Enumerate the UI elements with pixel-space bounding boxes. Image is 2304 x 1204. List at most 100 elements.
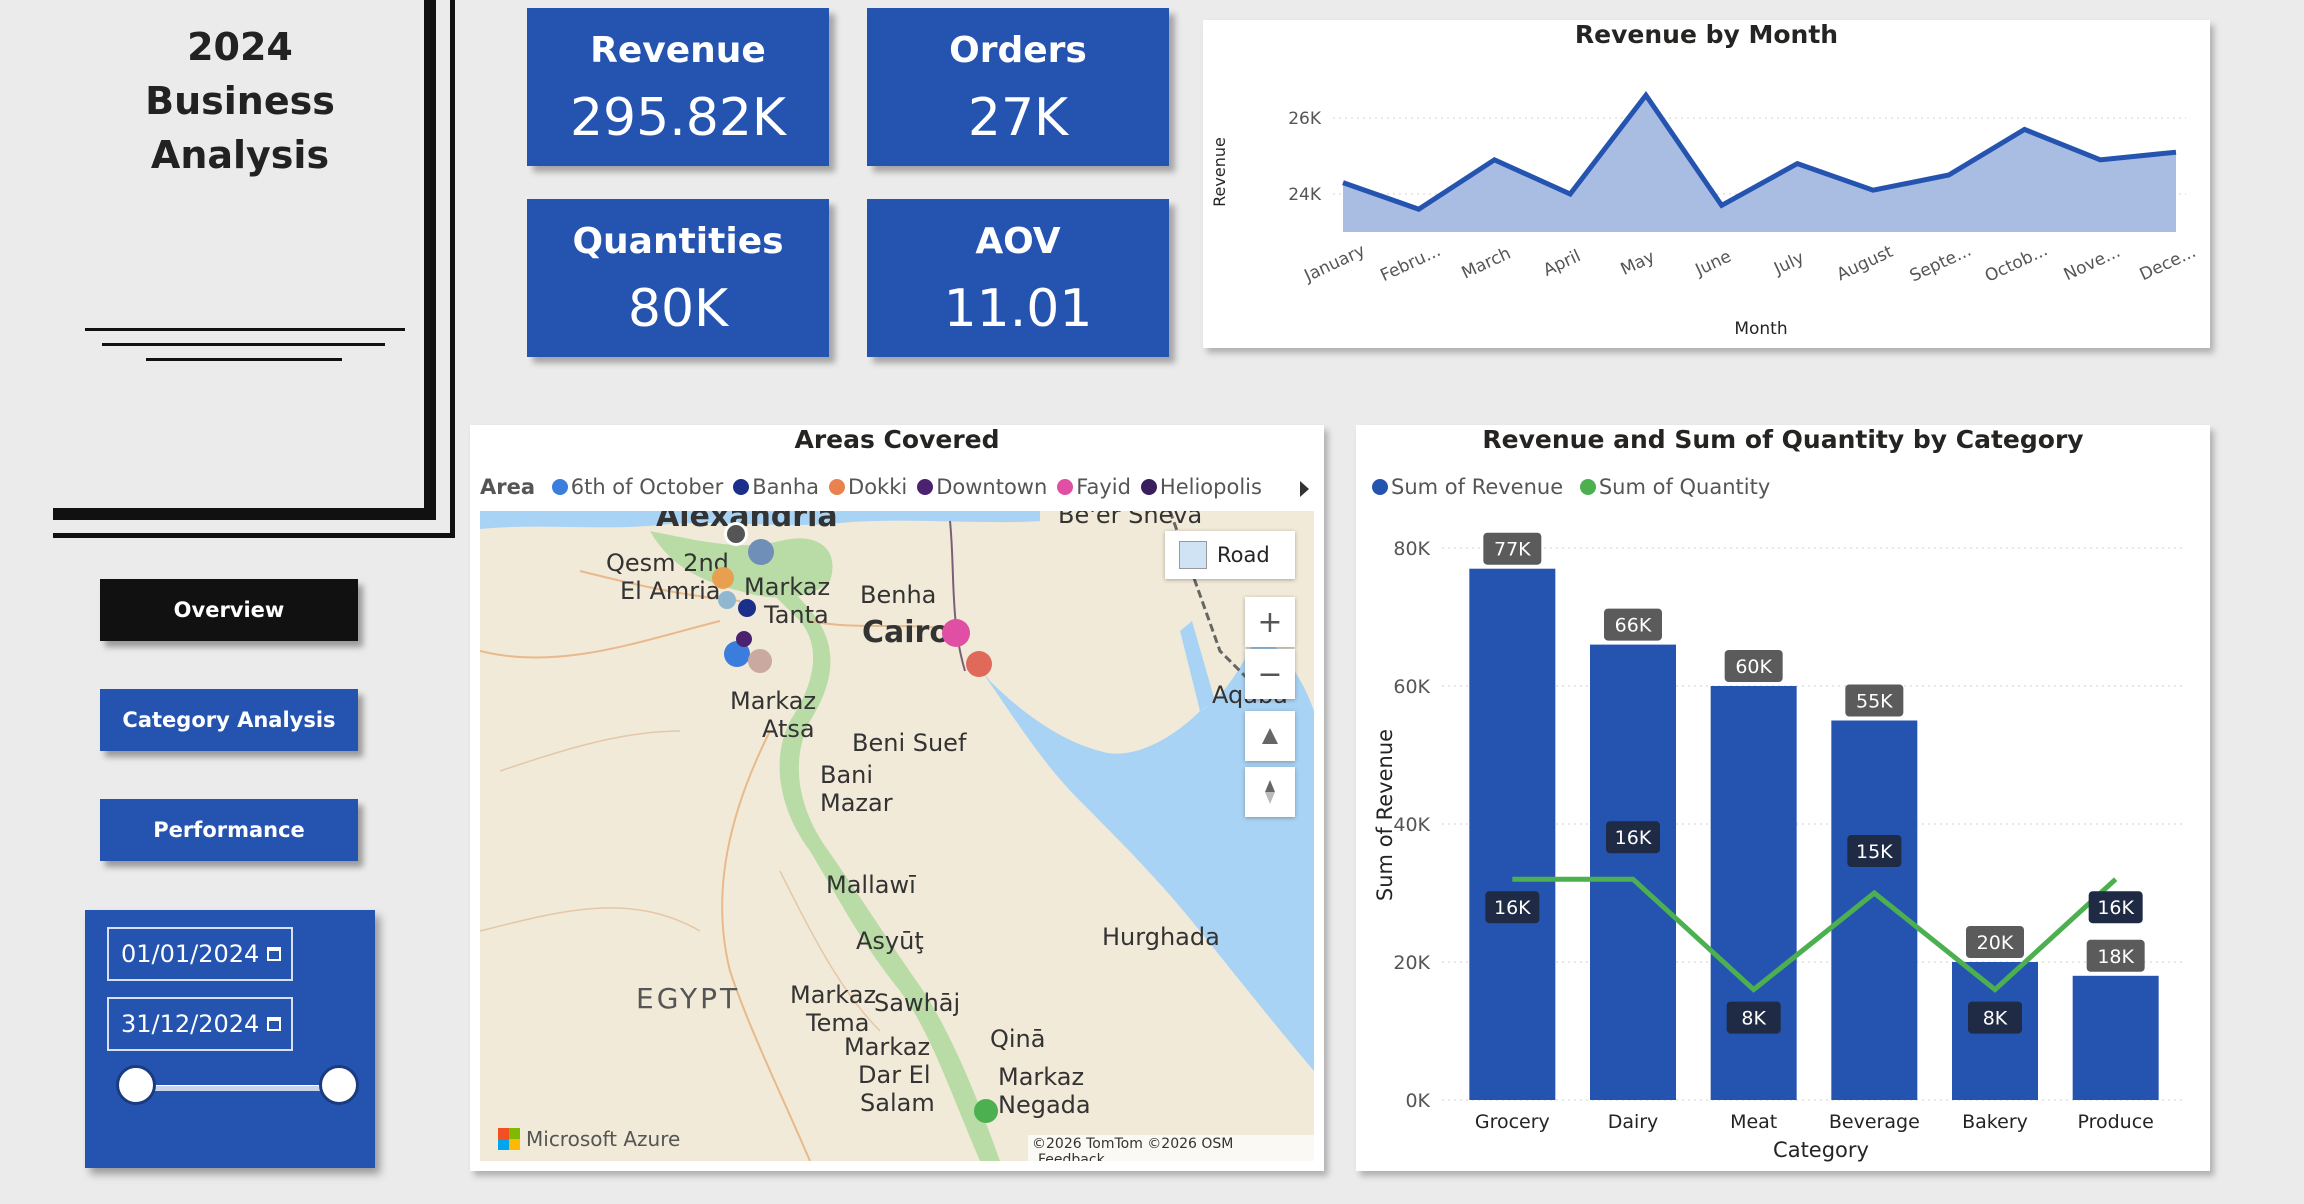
legend-marker xyxy=(733,479,750,495)
kpi-value: 80K xyxy=(627,279,729,339)
revenue-by-month-card[interactable]: Revenue by Month 24K 26K January Febru... M… xyxy=(1203,20,2210,348)
revenue-bar[interactable] xyxy=(1710,686,1797,1100)
legend-item: Sum of Quantity xyxy=(1598,475,1771,499)
revenue-bar[interactable] xyxy=(1831,720,1918,1101)
legend-item[interactable]: Banha xyxy=(733,475,819,499)
feedback-link[interactable]: Feedback xyxy=(1038,1152,1105,1161)
quantity-label-bg xyxy=(1968,1001,2022,1034)
map-place-label: Hurghada xyxy=(1102,923,1220,951)
map-zoom-out-button[interactable]: − xyxy=(1245,649,1295,699)
quantity-label-bg xyxy=(1606,821,1660,854)
end-date-field[interactable]: 31/12/2024 xyxy=(107,997,293,1051)
map-place-label: Qesm 2nd xyxy=(606,549,729,577)
start-date-field[interactable]: 01/01/2024 xyxy=(107,927,293,981)
title-divider xyxy=(102,343,385,346)
legend-next-arrow-icon[interactable] xyxy=(1300,481,1309,497)
map-place-label: Be'er Sheva xyxy=(1058,511,1203,529)
kpi-value: 11.01 xyxy=(943,279,1093,339)
road-lines xyxy=(480,570,961,1161)
map-place-label: Tema xyxy=(806,1009,870,1037)
map-compass-button[interactable] xyxy=(1245,767,1295,817)
x-tick-label: Octob... xyxy=(1982,240,2051,286)
map-bubble[interactable] xyxy=(712,567,734,589)
map-bubble[interactable] xyxy=(748,649,772,673)
map-bubble[interactable] xyxy=(724,522,748,546)
x-tick-label: May xyxy=(1618,247,1658,280)
nav-category-analysis-button[interactable]: Category Analysis xyxy=(100,689,358,751)
calendar-icon[interactable] xyxy=(267,1017,281,1031)
map-place-label: Bani xyxy=(820,761,874,789)
x-tick-label: April xyxy=(1540,246,1584,281)
azure-branding: Microsoft Azure xyxy=(498,1127,680,1151)
x-tick-label: Grocery xyxy=(1475,1111,1550,1133)
map-place-label: Tanta xyxy=(764,601,829,629)
x-tick-label: June xyxy=(1692,247,1735,281)
legend-marker xyxy=(917,479,934,495)
map-bubble[interactable] xyxy=(738,599,756,617)
map-bubble[interactable] xyxy=(748,539,774,565)
map-country-label: EGYPT xyxy=(636,982,741,1015)
map-pitch-button[interactable] xyxy=(1245,711,1295,761)
y-tick-label: 20K xyxy=(1393,952,1430,974)
map-style-road-button[interactable]: Road xyxy=(1165,531,1295,579)
revenue-line xyxy=(1342,90,2177,212)
map-place-label: Benha xyxy=(860,581,937,609)
kpi-value: 295.82K xyxy=(569,88,787,148)
map-bubble[interactable] xyxy=(966,651,992,677)
x-tick-label: Septe... xyxy=(1907,241,1975,287)
calendar-icon[interactable] xyxy=(267,947,281,961)
revenue-data-label: 20K xyxy=(1977,932,2014,954)
legend-item[interactable]: Heliopolis xyxy=(1140,475,1262,499)
legend-marker xyxy=(1579,479,1596,495)
map-zoom-in-button[interactable]: + xyxy=(1245,597,1295,647)
x-tick-label: August xyxy=(1834,242,1897,285)
date-slider-start-handle[interactable] xyxy=(116,1065,156,1105)
x-tick-label: July xyxy=(1770,248,1807,279)
quantity-data-label: 15K xyxy=(1856,841,1893,863)
nav-overview-button[interactable]: Overview xyxy=(100,579,358,641)
y-tick-label: 60K xyxy=(1393,676,1430,698)
legend-item[interactable]: Fayid xyxy=(1057,475,1131,499)
title-divider xyxy=(85,328,405,331)
legend-item: Sum of Revenue xyxy=(1391,475,1564,499)
frame-line xyxy=(53,533,455,538)
legend-title: Area xyxy=(480,475,536,499)
y-tick-label: 0K xyxy=(1405,1090,1430,1112)
nile-delta xyxy=(650,531,833,598)
legend-item[interactable]: Downtown xyxy=(917,475,1047,499)
map-place-label: Salam xyxy=(860,1089,935,1117)
legend-marker xyxy=(1140,479,1157,495)
revenue-bar[interactable] xyxy=(2072,975,2159,1100)
revenue-label-bg xyxy=(1966,926,2024,958)
map-bubble[interactable] xyxy=(942,619,970,647)
revenue-bar[interactable] xyxy=(1590,644,1676,1100)
legend-item[interactable]: 6th of October xyxy=(551,475,723,499)
chart-legend: Sum of Revenue Sum of Quantity xyxy=(1372,475,1770,499)
map-place-label: Markaz xyxy=(744,573,831,601)
areas-covered-map-card[interactable]: Areas Covered Area 6th of October Banha Do… xyxy=(470,425,1324,1171)
nav-performance-button[interactable]: Performance xyxy=(100,799,358,861)
revenue-label-bg xyxy=(1845,684,1904,717)
map-bubble[interactable] xyxy=(718,591,736,609)
date-slider-end-handle[interactable] xyxy=(319,1065,359,1105)
y-tick-label: 80K xyxy=(1393,538,1430,560)
microsoft-logo-icon xyxy=(498,1128,520,1150)
map-place-label: Alexandria xyxy=(656,511,838,534)
map-place-label: Markaz xyxy=(844,1033,931,1061)
category-combo-chart-card[interactable]: Revenue and Sum of Quantity by Category … xyxy=(1356,425,2210,1171)
revenue-bar[interactable] xyxy=(1469,568,1556,1100)
map-place-label: El Amria xyxy=(620,577,721,605)
quantity-data-label: 16K xyxy=(1494,897,1531,919)
revenue-label-bg xyxy=(1724,650,1783,682)
map-bubble[interactable] xyxy=(974,1099,998,1123)
quantity-label-bg xyxy=(1726,1001,1781,1034)
quantity-data-label: 8K xyxy=(1741,1008,1766,1030)
date-slider-track[interactable] xyxy=(135,1085,325,1091)
x-tick-label: Bakery xyxy=(1962,1111,2028,1133)
map-bubble[interactable] xyxy=(736,631,752,647)
map-canvas[interactable]: Alexandria Be'er Sheva Qesm 2nd El Amria… xyxy=(480,511,1314,1161)
quantity-label-bg xyxy=(2088,891,2143,924)
revenue-area-chart: 24K 26K January Febru... March April May June J… xyxy=(1210,90,2199,339)
y-tick-label: 24K xyxy=(1288,185,1322,205)
legend-item[interactable]: Dokki xyxy=(829,475,907,499)
